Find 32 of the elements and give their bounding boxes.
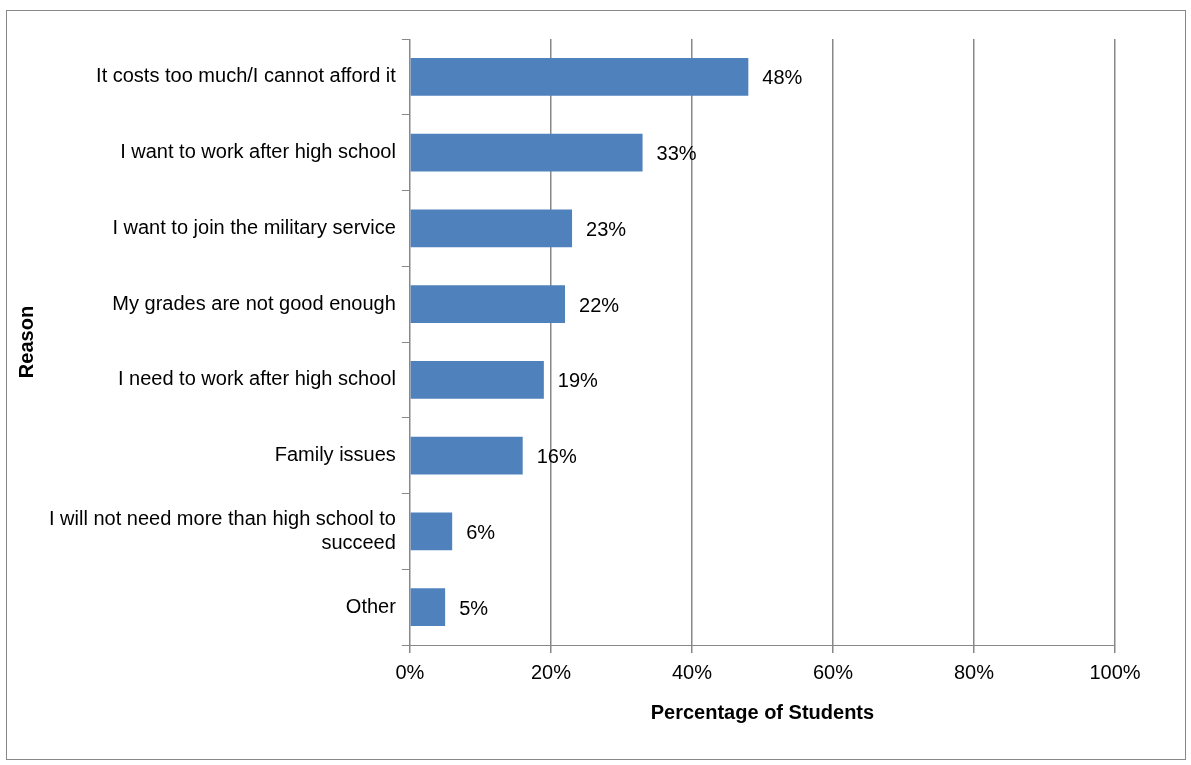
x-tick-label: 60% xyxy=(812,660,854,683)
bar xyxy=(410,588,446,627)
data-label: 48% xyxy=(762,66,803,89)
bar xyxy=(410,512,453,551)
y-tick-label: My grades are not good enough xyxy=(112,291,396,314)
bar xyxy=(410,285,565,324)
y-tick-label: Family issues xyxy=(274,443,396,466)
x-tick-label: 100% xyxy=(1089,660,1141,683)
bar xyxy=(410,133,643,172)
y-axis-title: Reason xyxy=(14,305,37,379)
y-tick-label: It costs too much/I cannot afford it xyxy=(96,64,397,87)
x-tick-label: 40% xyxy=(671,660,713,683)
y-tick-label: I want to join the military service xyxy=(112,215,396,238)
data-label: 19% xyxy=(557,369,599,392)
x-tick-label: 20% xyxy=(530,660,572,683)
x-tick-label: 0% xyxy=(395,660,425,683)
x-axis-title: Percentage of Students xyxy=(650,700,875,723)
x-tick-label: 80% xyxy=(953,660,995,683)
y-tick-label: I need to work after high school xyxy=(117,367,396,390)
bar xyxy=(410,209,573,248)
data-label: 22% xyxy=(579,293,620,316)
y-tick-label: Other xyxy=(345,594,397,617)
data-label: 5% xyxy=(459,596,489,619)
data-label: 6% xyxy=(466,520,496,543)
bar xyxy=(410,360,544,399)
bar xyxy=(410,57,749,96)
y-tick-label: I will not need more than high school to succeed xyxy=(49,506,396,553)
data-label: 23% xyxy=(586,217,627,240)
data-label: 16% xyxy=(536,445,577,468)
y-tick-label: I want to work after high school xyxy=(120,140,396,163)
bar xyxy=(410,436,523,475)
data-label: 33% xyxy=(656,142,697,165)
